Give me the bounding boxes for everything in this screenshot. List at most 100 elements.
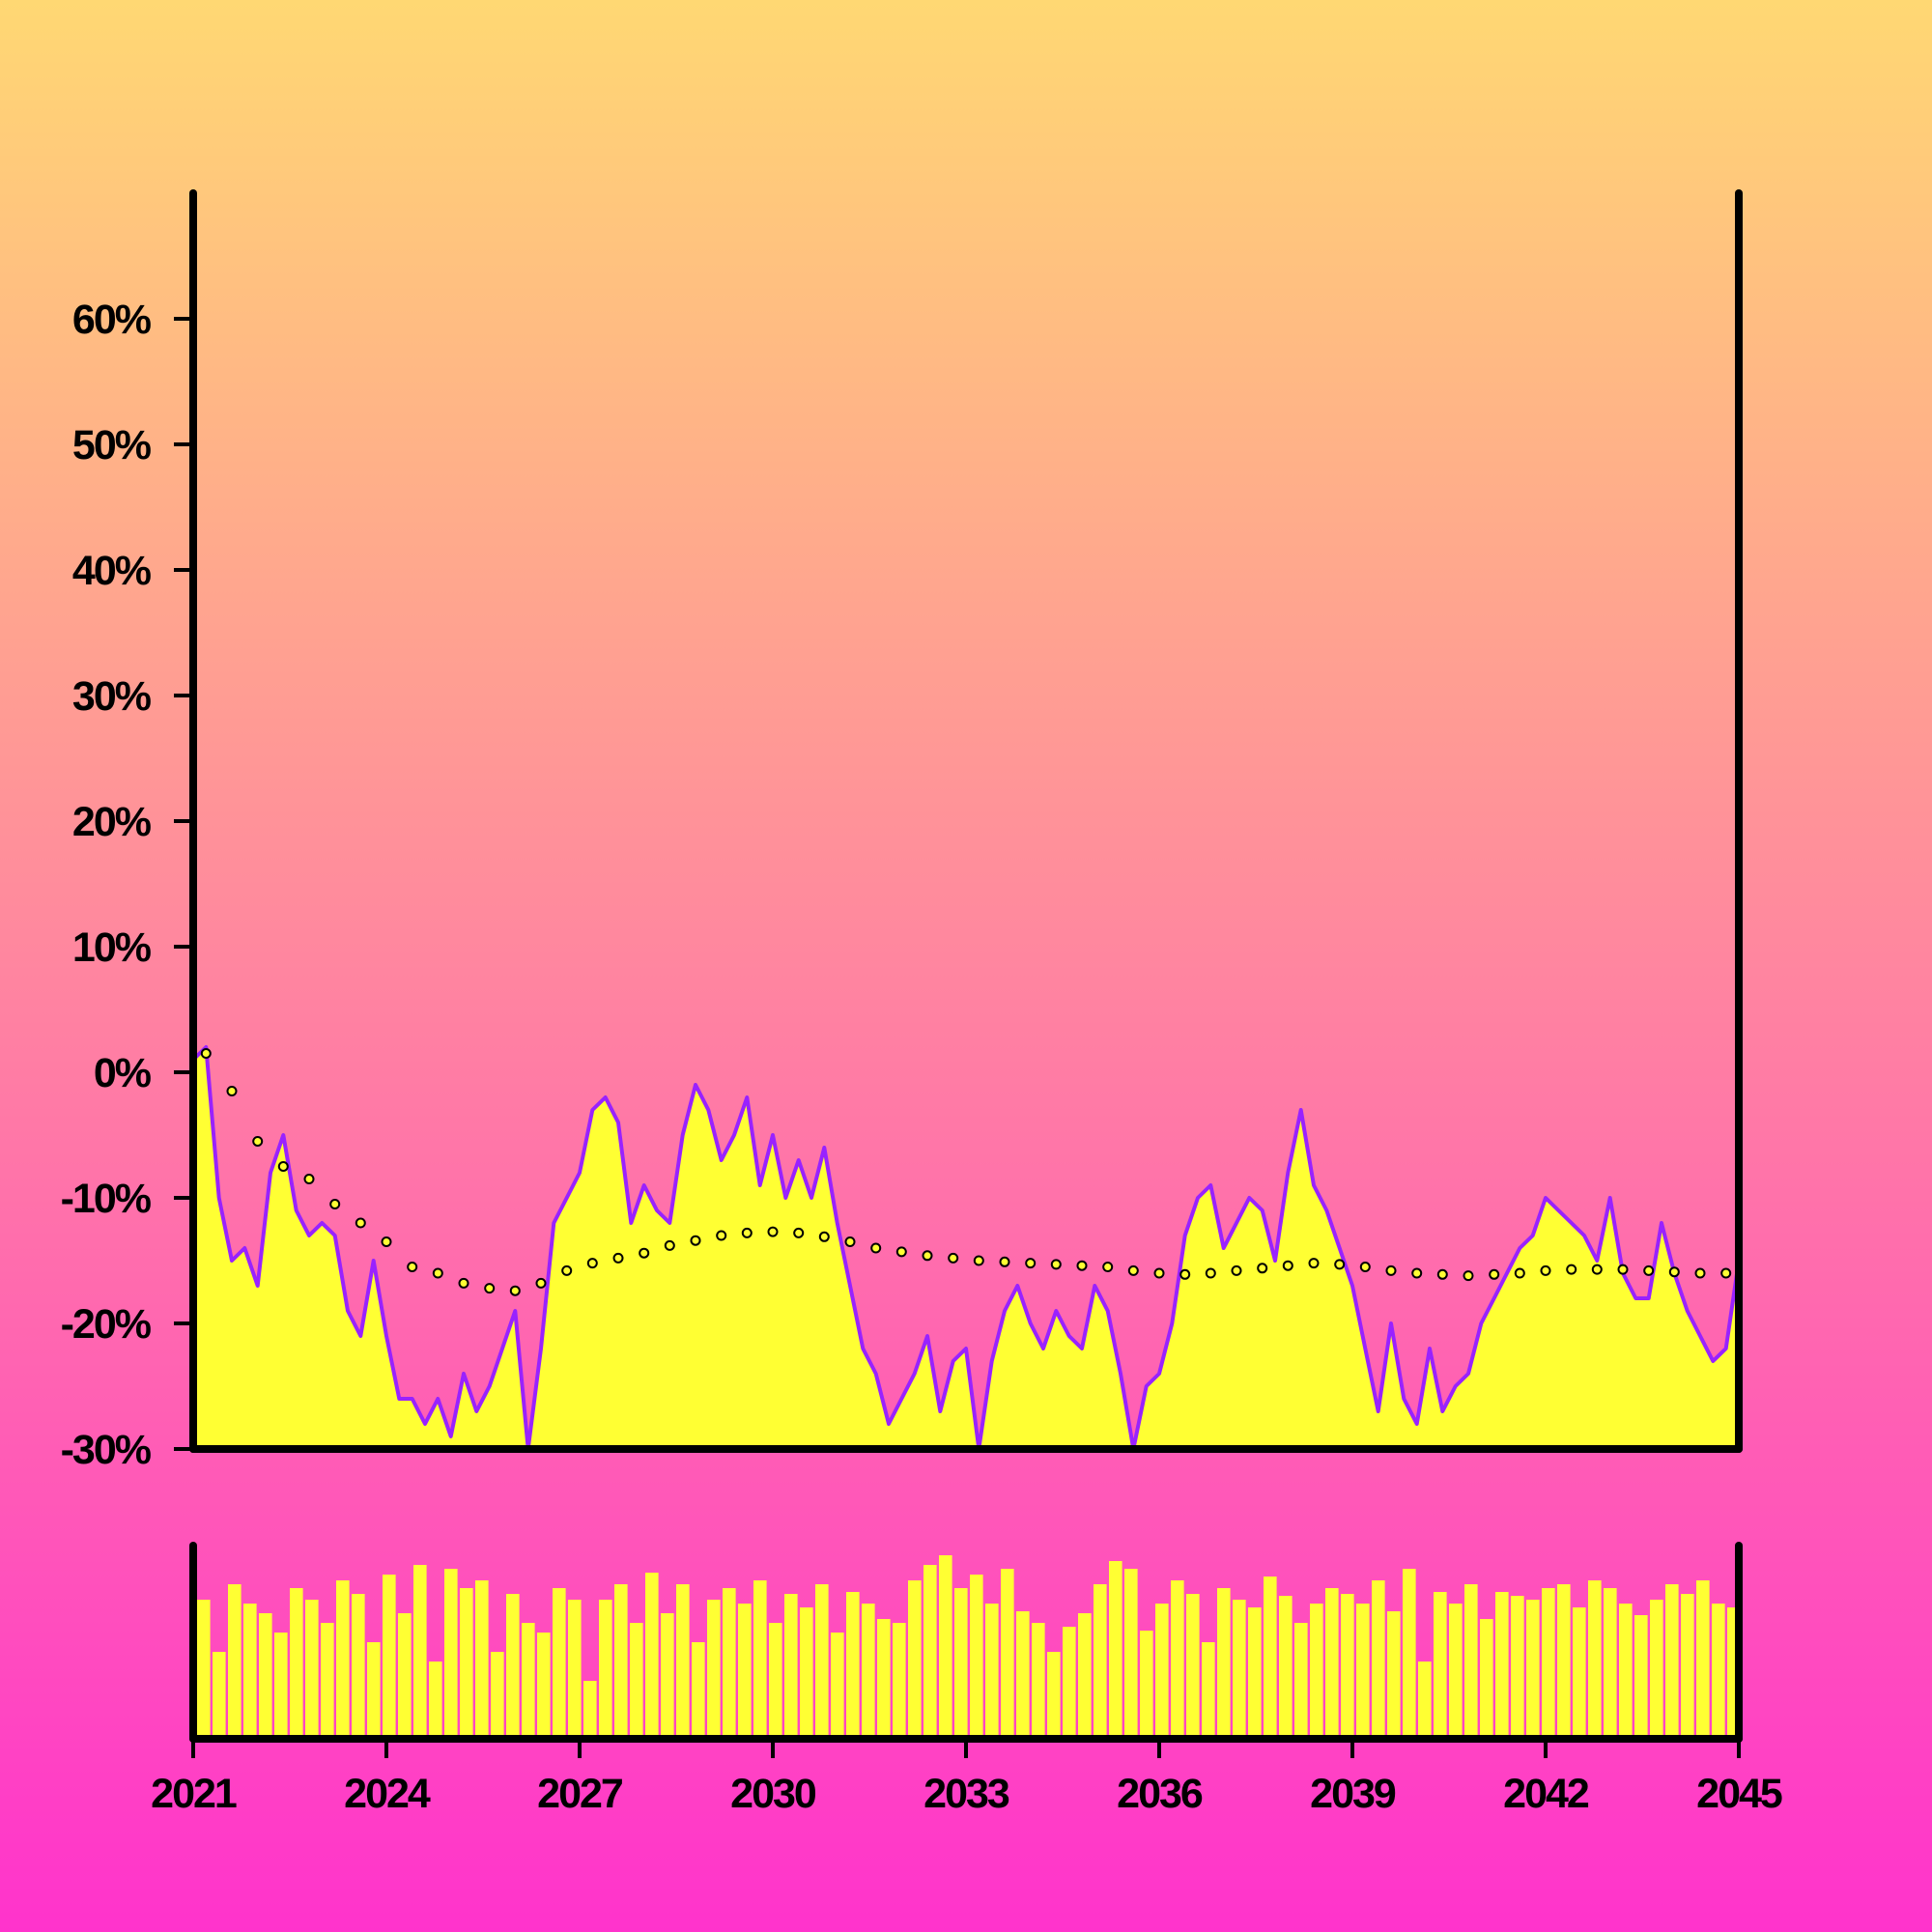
- volume-bar: [1573, 1607, 1586, 1739]
- volume-bar: [1634, 1615, 1648, 1739]
- volume-bar: [1511, 1596, 1524, 1739]
- volume-bar: [908, 1580, 922, 1739]
- y-axis-ticks: -30% -20% -10% 0% 10% 20% 30% 40% 50% 60%: [61, 297, 193, 1473]
- x-tick-label: 2036: [1117, 1771, 1203, 1817]
- volume-bar: [1665, 1584, 1679, 1739]
- volume-bar: [753, 1580, 767, 1739]
- x-tick-label: 2021: [151, 1771, 237, 1817]
- volume-bar: [522, 1623, 535, 1739]
- volume-bar: [321, 1623, 334, 1739]
- trend-dot: [535, 1277, 547, 1289]
- trend-dot: [1385, 1264, 1397, 1276]
- y-tick-label: 0%: [94, 1050, 152, 1096]
- volume-bar: [444, 1569, 458, 1739]
- volume-bar: [815, 1584, 829, 1739]
- volume-bar: [413, 1565, 427, 1739]
- volume-bar: [692, 1642, 705, 1739]
- volume-bar: [1434, 1592, 1447, 1739]
- volume-bar: [923, 1565, 937, 1739]
- volume-bar: [1480, 1619, 1493, 1739]
- x-tick-label: 2042: [1503, 1771, 1589, 1817]
- price-area: [193, 1047, 1739, 1449]
- volume-bar: [305, 1600, 319, 1739]
- trend-dot: [716, 1230, 727, 1241]
- volume-bar: [1696, 1580, 1710, 1739]
- price-area-fill: [193, 1047, 1739, 1449]
- volume-bar: [707, 1600, 721, 1739]
- volume-bar: [1557, 1584, 1571, 1739]
- volume-bar: [831, 1633, 844, 1739]
- volume-bar: [645, 1573, 659, 1739]
- trend-dot: [639, 1247, 650, 1259]
- volume-bar: [568, 1600, 582, 1739]
- trend-dot: [1411, 1267, 1423, 1279]
- volume-bar: [1109, 1561, 1122, 1739]
- volume-bar: [1279, 1596, 1293, 1739]
- trend-dot: [922, 1250, 933, 1262]
- volume-bar: [197, 1600, 211, 1739]
- trend-dot: [355, 1217, 366, 1229]
- trend-dot: [741, 1227, 753, 1238]
- trend-dot: [1643, 1264, 1655, 1276]
- price-line-layer: [191, 1045, 1741, 1451]
- trend-dot: [561, 1264, 573, 1276]
- volume-bar: [939, 1555, 952, 1739]
- trend-dot: [612, 1252, 624, 1264]
- volume-bar: [800, 1607, 813, 1739]
- trend-dot: [1102, 1262, 1114, 1272]
- volume-bar: [846, 1592, 860, 1739]
- trend-dot: [973, 1255, 984, 1266]
- volume-bar: [862, 1604, 875, 1739]
- trend-dot: [1720, 1267, 1732, 1279]
- trend-dot: [844, 1236, 856, 1247]
- trend-dot: [948, 1252, 959, 1264]
- volume-bar: [1325, 1588, 1339, 1739]
- volume-bar: [985, 1604, 999, 1739]
- trend-dot: [407, 1262, 418, 1272]
- volume-bar: [630, 1623, 643, 1739]
- x-axis-ticks: 2021 2024 2027 2030 2033 2036 2039 2042 2045: [151, 1739, 1784, 1817]
- trend-dot: [1282, 1260, 1293, 1271]
- volume-bar: [475, 1580, 489, 1739]
- volume-bar: [537, 1633, 551, 1739]
- trend-dot: [999, 1256, 1010, 1267]
- volume-bar: [336, 1580, 350, 1739]
- volume-bar: [970, 1575, 983, 1739]
- volume-bar: [259, 1613, 272, 1739]
- volume-bar: [1217, 1588, 1231, 1739]
- volume-bar: [553, 1588, 566, 1739]
- trend-dot: [1694, 1267, 1706, 1279]
- trend-dot: [1540, 1264, 1551, 1276]
- volume-bar: [243, 1604, 257, 1739]
- volume-bar: [877, 1619, 891, 1739]
- trend-dot: [1566, 1264, 1577, 1275]
- volume-bar: [1140, 1631, 1153, 1739]
- y-tick-label: 20%: [72, 799, 152, 845]
- volume-bar: [1495, 1592, 1509, 1739]
- volume-bar: [1202, 1642, 1215, 1739]
- trend-dot: [1617, 1264, 1629, 1275]
- volume-bar: [274, 1633, 288, 1739]
- main-panel: -30% -20% -10% 0% 10% 20% 30% 40% 50% 60%: [61, 189, 1743, 1473]
- volume-bar: [213, 1652, 226, 1739]
- volume-bar: [769, 1623, 782, 1739]
- volume-bar: [784, 1594, 798, 1739]
- trend-dot: [793, 1227, 805, 1238]
- volume-bar: [429, 1662, 442, 1739]
- trend-dot: [870, 1242, 882, 1254]
- y-tick-label: 40%: [72, 548, 152, 594]
- trend-dot: [1153, 1267, 1165, 1279]
- volume-bar: [1372, 1580, 1385, 1739]
- volume-bar: [1186, 1594, 1200, 1739]
- volume-bar: [661, 1613, 674, 1739]
- trend-dot: [1257, 1263, 1268, 1274]
- volume-bar: [1310, 1604, 1323, 1739]
- y-tick-label: -10%: [61, 1176, 152, 1222]
- trend-dot: [1668, 1266, 1680, 1278]
- trend-dot: [1025, 1258, 1037, 1269]
- volume-panel: 2021 2024 2027 2030 2033 2036 2039 2042 2045: [151, 1542, 1784, 1817]
- trend-dot: [1205, 1267, 1216, 1279]
- volume-bar: [1124, 1569, 1138, 1739]
- y-tick-label: 60%: [72, 297, 152, 343]
- volume-bar: [1650, 1600, 1663, 1739]
